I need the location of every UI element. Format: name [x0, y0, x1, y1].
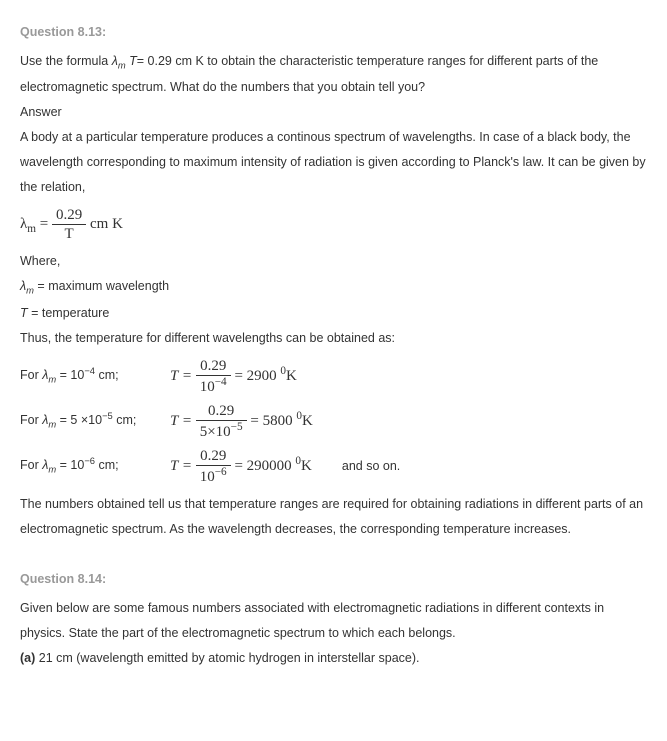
formula-row: For λm = 10−4 cm;T = 0.2910−4 = 2900 0K [20, 357, 647, 396]
main-formula: λm = 0.29T cm K [20, 206, 647, 243]
part-label: (a) [20, 651, 35, 665]
question-8-14: Question 8.14: Given below are some famo… [20, 567, 647, 671]
formula-expression: T = 0.2910−6 = 290000 0K [170, 447, 312, 486]
formula-label: For λm = 5 ×10−5 cm; [20, 407, 170, 434]
formula-label: For λm = 10−6 cm; [20, 452, 170, 479]
prompt-text: Use the formula [20, 54, 112, 68]
formula-row: For λm = 10−6 cm;T = 0.2910−6 = 290000 0… [20, 447, 647, 486]
question-header: Question 8.14: [20, 567, 647, 592]
definition-t: T = temperature [20, 301, 647, 326]
part-text: 21 cm (wavelength emitted by atomic hydr… [35, 651, 419, 665]
question-8-13: Question 8.13: Use the formula λm T= 0.2… [20, 20, 647, 542]
formula-expression: T = 0.2910−4 = 2900 0K [170, 357, 297, 396]
formula-expression: T = 0.295×10−5 = 5800 0K [170, 402, 313, 441]
definition-lambda: λm = maximum wavelength [20, 274, 647, 300]
part-a: (a) 21 cm (wavelength emitted by atomic … [20, 646, 647, 671]
conclusion-text: The numbers obtained tell us that temper… [20, 492, 647, 542]
formula-after: and so on. [342, 454, 400, 479]
question-prompt: Use the formula λm T= 0.29 cm K to obtai… [20, 49, 647, 100]
formula-label: For λm = 10−4 cm; [20, 362, 170, 389]
lambda-var: λm [112, 54, 126, 68]
question-header: Question 8.13: [20, 20, 647, 45]
formula-row: For λm = 5 ×10−5 cm;T = 0.295×10−5 = 580… [20, 402, 647, 441]
answer-body: A body at a particular temperature produ… [20, 125, 647, 200]
where-label: Where, [20, 249, 647, 274]
answer-label: Answer [20, 100, 647, 125]
thus-text: Thus, the temperature for different wave… [20, 326, 647, 351]
t-var: T [126, 54, 137, 68]
question-body: Given below are some famous numbers asso… [20, 596, 647, 646]
